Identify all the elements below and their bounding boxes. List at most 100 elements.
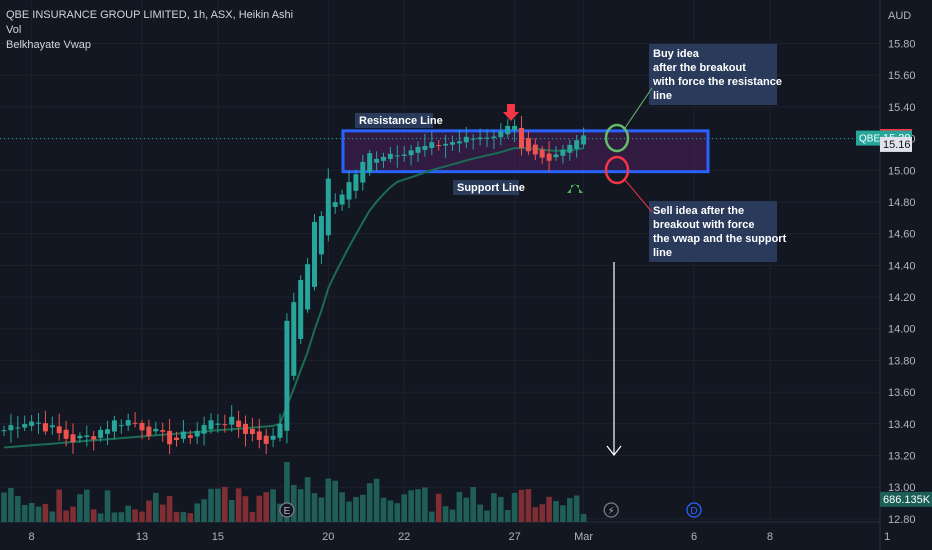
y-tick-label: 14.40 <box>888 260 916 272</box>
candle-body <box>470 138 476 140</box>
candle-body <box>512 125 518 131</box>
volume-bar <box>21 504 28 522</box>
chart-legend: QBE INSURANCE GROUP LIMITED, 1h, ASX, He… <box>6 8 293 53</box>
event-marker <box>686 502 702 518</box>
support-label-bg <box>453 180 519 195</box>
volume-bar <box>28 502 35 522</box>
volume-bar <box>518 489 525 522</box>
volume-bar <box>194 503 200 522</box>
sell-note-line: breakout with force <box>653 219 754 231</box>
volume-bar <box>311 493 318 522</box>
candle-body <box>436 145 442 147</box>
candle-body <box>367 153 373 173</box>
volume-bar <box>394 503 401 522</box>
candle-body <box>291 302 297 376</box>
x-tick-label: 27 <box>508 531 520 543</box>
volume-bar <box>222 486 228 522</box>
candle-body <box>180 431 186 439</box>
vwap-indicator-label[interactable]: Belkhayate Vwap <box>6 39 91 51</box>
volume-bar <box>408 490 414 522</box>
volume-bar <box>325 478 332 522</box>
volume-bar <box>118 512 125 522</box>
event-marker-label: E <box>284 506 291 517</box>
y-tick-label: 14.80 <box>888 197 916 209</box>
volume-bar <box>415 489 421 522</box>
symbol-tag-bg <box>856 130 880 146</box>
volume-indicator-label[interactable]: Vol <box>6 24 22 36</box>
y-tick-label: 14.20 <box>888 292 916 304</box>
event-marker <box>603 502 619 518</box>
volume-bar <box>70 506 76 522</box>
candle-body <box>332 202 338 207</box>
volume-bar <box>339 492 345 522</box>
volume-bar <box>90 509 97 522</box>
x-tick-label: 8 <box>767 531 773 543</box>
volume-bar <box>63 510 69 522</box>
price-axis: AUD15.8015.6015.4015.2015.0014.8014.6014… <box>856 10 932 526</box>
volume-bar <box>201 499 207 522</box>
volume-bar <box>215 488 221 522</box>
buy-note-line: with force the resistance <box>652 76 782 88</box>
volume-bar <box>573 495 580 522</box>
buy-note-line: line <box>653 90 672 102</box>
candle-body <box>463 136 469 143</box>
time-axis: 8 13 15 20 22 27 Mar 6 8 1 <box>29 531 891 543</box>
candle-body <box>29 421 35 426</box>
candle-body <box>201 425 207 434</box>
currency-label: AUD <box>888 10 911 22</box>
y-tick-label: 13.60 <box>888 387 916 399</box>
candle-body <box>305 264 311 310</box>
volume-bar <box>173 511 180 522</box>
volume-bar <box>249 511 256 522</box>
candle-body <box>77 435 83 439</box>
volume-bar <box>35 506 42 522</box>
volume-bar <box>435 493 442 522</box>
candle-body <box>222 424 228 426</box>
event-marker-label: D <box>690 506 697 517</box>
volume-bar <box>504 510 511 522</box>
volume-bar <box>580 513 587 522</box>
candle-body <box>8 425 14 431</box>
candle-body <box>574 140 580 149</box>
volume-bar <box>532 507 539 522</box>
symbol-title[interactable]: QBE INSURANCE GROUP LIMITED, 1h, ASX, He… <box>6 9 294 21</box>
volume-bar <box>297 489 304 522</box>
volume-bar <box>1 492 7 522</box>
volume-bar <box>567 498 573 522</box>
volume-bar <box>401 494 407 522</box>
volume-bar <box>97 513 104 522</box>
buy-connector <box>624 87 653 129</box>
volume-bar <box>187 513 194 522</box>
candle-body <box>249 428 255 435</box>
volume-bar <box>15 496 21 522</box>
candle-body <box>519 127 524 149</box>
volume-bar <box>360 494 366 522</box>
volume-bar <box>242 496 249 522</box>
candle-body <box>125 420 131 426</box>
candle-body <box>160 430 166 432</box>
volume-bar <box>546 496 552 522</box>
volume-bar <box>484 510 490 522</box>
candle-body <box>394 155 400 157</box>
event-marker-label: ⚡ <box>608 506 615 517</box>
volume-bars <box>1 462 587 522</box>
volume-bar <box>373 478 380 522</box>
candle-body <box>208 420 214 430</box>
candle-body <box>318 216 324 255</box>
volume-bar <box>146 500 152 522</box>
y-tick-label: 13.40 <box>888 419 916 431</box>
candle-body <box>312 221 317 287</box>
candle-body <box>215 423 221 425</box>
volume-bar <box>270 489 276 522</box>
candle-body <box>194 430 200 437</box>
resistance-label-bg <box>355 113 433 128</box>
volume-bar <box>560 505 566 522</box>
volume-bar <box>332 480 338 522</box>
candle-body <box>491 136 497 138</box>
price-label-bg <box>880 491 932 507</box>
volume-bar <box>477 504 483 522</box>
buy-note-line: after the breakout <box>653 62 746 74</box>
support-label-text: Support Line <box>457 182 525 194</box>
volume-bar <box>491 493 497 522</box>
